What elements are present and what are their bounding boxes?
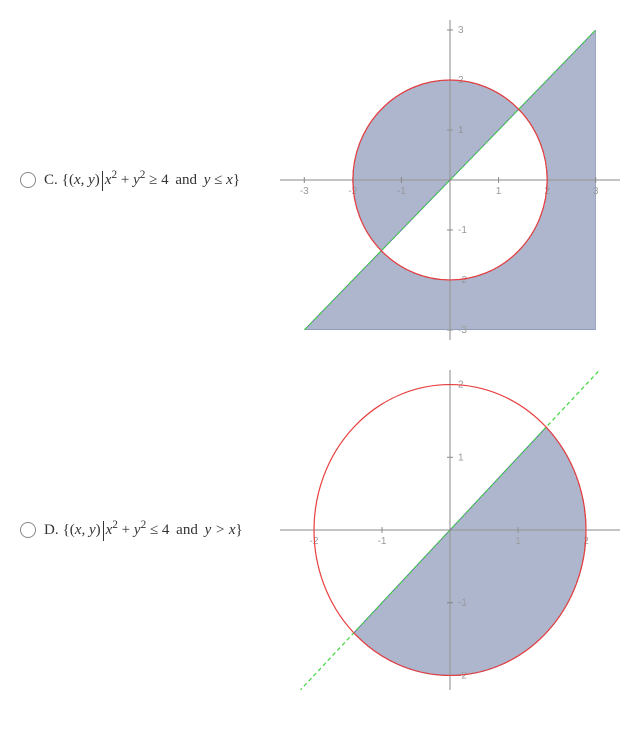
option-letter: C. bbox=[44, 172, 58, 188]
radio-button[interactable] bbox=[20, 172, 36, 188]
svg-text:-3: -3 bbox=[300, 186, 309, 197]
svg-text:-1: -1 bbox=[378, 536, 387, 547]
radio-button[interactable] bbox=[20, 522, 36, 538]
option-text: C.{(x, y)x2 + y2 ≥ 4 and y ≤ x} bbox=[44, 169, 240, 191]
svg-text:-1: -1 bbox=[397, 186, 406, 197]
svg-text:1: 1 bbox=[458, 452, 464, 463]
svg-text:-1: -1 bbox=[458, 225, 467, 236]
svg-text:3: 3 bbox=[593, 186, 599, 197]
svg-text:-2: -2 bbox=[458, 275, 467, 286]
option-row: D.{(x, y)x2 + y2 ≤ 4 and y > x}-2-112-2-… bbox=[20, 370, 614, 690]
option-label[interactable]: C.{(x, y)x2 + y2 ≥ 4 and y ≤ x} bbox=[20, 169, 280, 191]
option-letter: D. bbox=[44, 522, 59, 538]
graph-svg: -3-2-1123-3-2-1123 bbox=[280, 20, 620, 340]
svg-text:1: 1 bbox=[496, 186, 502, 197]
svg-text:-1: -1 bbox=[458, 598, 467, 609]
set-notation: {(x, y)x2 + y2 ≤ 4 and y > x} bbox=[63, 522, 243, 538]
svg-text:1: 1 bbox=[515, 536, 521, 547]
graph-container: -2-112-2-112 bbox=[280, 370, 620, 690]
set-notation: {(x, y)x2 + y2 ≥ 4 and y ≤ x} bbox=[62, 172, 240, 188]
graph-svg: -2-112-2-112 bbox=[280, 370, 620, 690]
set-divider bbox=[102, 171, 103, 191]
set-divider bbox=[103, 521, 104, 541]
option-label[interactable]: D.{(x, y)x2 + y2 ≤ 4 and y > x} bbox=[20, 519, 280, 541]
shaded-region bbox=[354, 427, 586, 675]
svg-text:3: 3 bbox=[458, 25, 464, 36]
svg-text:-2: -2 bbox=[458, 670, 467, 681]
option-row: C.{(x, y)x2 + y2 ≥ 4 and y ≤ x}-3-2-1123… bbox=[20, 20, 614, 340]
graph-container: -3-2-1123-3-2-1123 bbox=[280, 20, 620, 340]
svg-text:-3: -3 bbox=[458, 325, 467, 336]
svg-text:1: 1 bbox=[458, 125, 464, 136]
option-text: D.{(x, y)x2 + y2 ≤ 4 and y > x} bbox=[44, 519, 243, 541]
